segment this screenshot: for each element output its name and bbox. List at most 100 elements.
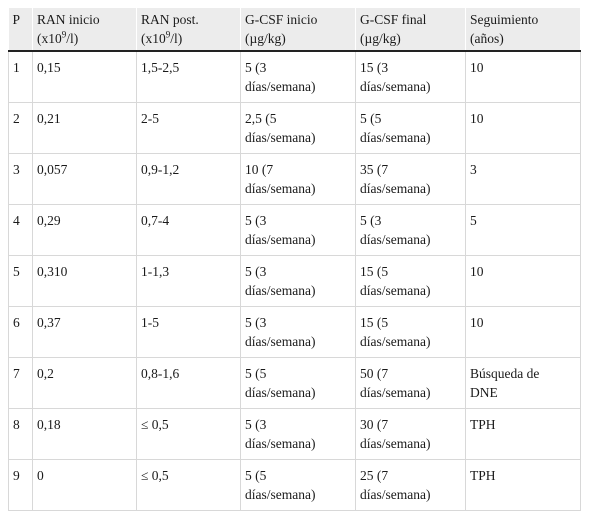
cell-p: 2 [8, 102, 33, 154]
cell-gcsf-inicio-line2: días/semana) [245, 436, 316, 451]
cell-ran-inicio: 0,37 [32, 306, 137, 358]
cell-gcsf-final-line2: días/semana) [360, 232, 431, 247]
cell-gcsf-inicio-line2: días/semana) [245, 79, 316, 94]
cell-ran-inicio-text: 0,21 [37, 111, 61, 126]
cell-ran-inicio-text: 0,310 [37, 264, 68, 279]
cell-ran-inicio: 0 [32, 459, 137, 511]
header-sup: 9 [165, 29, 171, 40]
cell-p: 7 [8, 357, 33, 409]
cell-seguimiento-line1: 10 [470, 60, 484, 75]
cell-gcsf-inicio-line1: 5 (5 [245, 366, 267, 381]
table-row: 5 0,310 1-1,3 5 (3 días/semana) 15 (5 días/sem… [8, 255, 581, 307]
cell-gcsf-final-line1: 15 (5 [360, 315, 389, 330]
header-line2-after: /l) [170, 31, 183, 46]
cell-ran-post: 1-1,3 [136, 255, 241, 307]
header-line1: G-CSF final [360, 12, 427, 27]
cell-seguimiento-line1: TPH [470, 468, 496, 483]
cell-gcsf-final-line1: 30 (7 [360, 417, 389, 432]
header-line2-after: /l) [66, 31, 79, 46]
cell-ran-post-text: ≤ 0,5 [141, 468, 169, 483]
header-sup: 9 [61, 29, 67, 40]
cell-ran-post-text: 2-5 [141, 111, 159, 126]
cell-seguimiento-line1: Búsqueda de [470, 366, 540, 381]
cell-ran-post: 0,7-4 [136, 204, 241, 256]
cell-p-text: 4 [13, 213, 20, 228]
cell-seguimiento-line2: DNE [470, 385, 498, 400]
cell-gcsf-final-line2: días/semana) [360, 181, 431, 196]
cell-seguimiento: 10 [465, 51, 581, 103]
cell-seguimiento: 5 [465, 204, 581, 256]
header-line1: Seguimiento [470, 12, 539, 27]
cell-p: 5 [8, 255, 33, 307]
table-row: 8 0,18 ≤ 0,5 5 (3 días/semana) 30 (7 días/sema… [8, 408, 581, 460]
cell-gcsf-inicio-line2: días/semana) [245, 181, 316, 196]
cell-p: 8 [8, 408, 33, 460]
cell-gcsf-final-line1: 35 (7 [360, 162, 389, 177]
cell-gcsf-final-line2: días/semana) [360, 487, 431, 502]
cell-gcsf-inicio-line2: días/semana) [245, 385, 316, 400]
cell-ran-post-text: 1-5 [141, 315, 159, 330]
cell-p-text: 2 [13, 111, 20, 126]
cell-p-text: 6 [13, 315, 20, 330]
cell-ran-inicio-text: 0,37 [37, 315, 61, 330]
cell-p: 6 [8, 306, 33, 358]
table-row: 9 0 ≤ 0,5 5 (5 días/semana) 25 (7 días/semana)… [8, 459, 581, 511]
cell-gcsf-inicio: 5 (3 días/semana) [240, 408, 356, 460]
cell-ran-post: ≤ 0,5 [136, 408, 241, 460]
cell-gcsf-inicio-line1: 5 (3 [245, 213, 267, 228]
header-cell-ran-inicio: RAN inicio (x109/l) [32, 8, 137, 52]
cell-p: 4 [8, 204, 33, 256]
cell-p-text: 9 [13, 468, 20, 483]
table-row: 7 0,2 0,8-1,6 5 (5 días/semana) 50 (7 días/sem… [8, 357, 581, 409]
table-header: P RAN inicio (x109/l) RAN post. (x109/l)… [8, 8, 581, 52]
cell-gcsf-final-line2: días/semana) [360, 385, 431, 400]
cell-ran-inicio-text: 0,15 [37, 60, 61, 75]
cell-ran-post-text: 1-1,3 [141, 264, 170, 279]
cell-ran-inicio: 0,29 [32, 204, 137, 256]
table-container: P RAN inicio (x109/l) RAN post. (x109/l)… [8, 8, 581, 511]
cell-gcsf-inicio-line1: 5 (3 [245, 315, 267, 330]
cell-ran-post: 2-5 [136, 102, 241, 154]
header-line2: (años) [470, 31, 504, 46]
cell-gcsf-inicio-line2: días/semana) [245, 487, 316, 502]
cell-seguimiento-line1: 10 [470, 315, 484, 330]
cell-ran-inicio: 0,18 [32, 408, 137, 460]
cell-gcsf-inicio-line1: 5 (3 [245, 60, 267, 75]
cell-seguimiento: 3 [465, 153, 581, 205]
cell-seguimiento: 10 [465, 255, 581, 307]
cell-seguimiento-line1: 5 [470, 213, 477, 228]
cell-gcsf-final-line1: 5 (5 [360, 111, 382, 126]
cell-ran-post-text: 0,8-1,6 [141, 366, 180, 381]
header-line1: RAN post. [141, 12, 199, 27]
cell-gcsf-inicio-line1: 5 (3 [245, 264, 267, 279]
cell-gcsf-inicio: 5 (3 días/semana) [240, 204, 356, 256]
cell-seguimiento-line1: 10 [470, 111, 484, 126]
header-cell-p: P [8, 8, 33, 52]
cell-seguimiento: Búsqueda de DNE [465, 357, 581, 409]
header-cell-ran-post: RAN post. (x109/l) [136, 8, 241, 52]
cell-p: 9 [8, 459, 33, 511]
cell-ran-post: 1-5 [136, 306, 241, 358]
header-line1: G-CSF inicio [245, 12, 318, 27]
cell-gcsf-inicio: 10 (7 días/semana) [240, 153, 356, 205]
cell-gcsf-inicio: 5 (3 días/semana) [240, 51, 356, 103]
cell-gcsf-inicio-line2: días/semana) [245, 334, 316, 349]
cell-seguimiento: TPH [465, 459, 581, 511]
cell-gcsf-inicio-line2: días/semana) [245, 232, 316, 247]
cell-gcsf-inicio: 5 (5 días/semana) [240, 459, 356, 511]
cell-gcsf-inicio-line2: días/semana) [245, 130, 316, 145]
cell-gcsf-final: 50 (7 días/semana) [355, 357, 466, 409]
cell-p: 1 [8, 51, 33, 103]
cell-ran-post: 0,8-1,6 [136, 357, 241, 409]
table-row: 6 0,37 1-5 5 (3 días/semana) 15 (5 días/semana… [8, 306, 581, 358]
cell-seguimiento: 10 [465, 102, 581, 154]
cell-ran-inicio: 0,2 [32, 357, 137, 409]
cell-gcsf-final: 5 (3 días/semana) [355, 204, 466, 256]
cell-gcsf-final-line1: 5 (3 [360, 213, 382, 228]
cell-gcsf-inicio-line1: 5 (5 [245, 468, 267, 483]
cell-p-text: 1 [13, 60, 20, 75]
header-cell-gcsf-final: G-CSF final (µg/kg) [355, 8, 466, 52]
cell-ran-inicio: 0,057 [32, 153, 137, 205]
cell-ran-post-text: 0,7-4 [141, 213, 170, 228]
cell-gcsf-final-line2: días/semana) [360, 334, 431, 349]
